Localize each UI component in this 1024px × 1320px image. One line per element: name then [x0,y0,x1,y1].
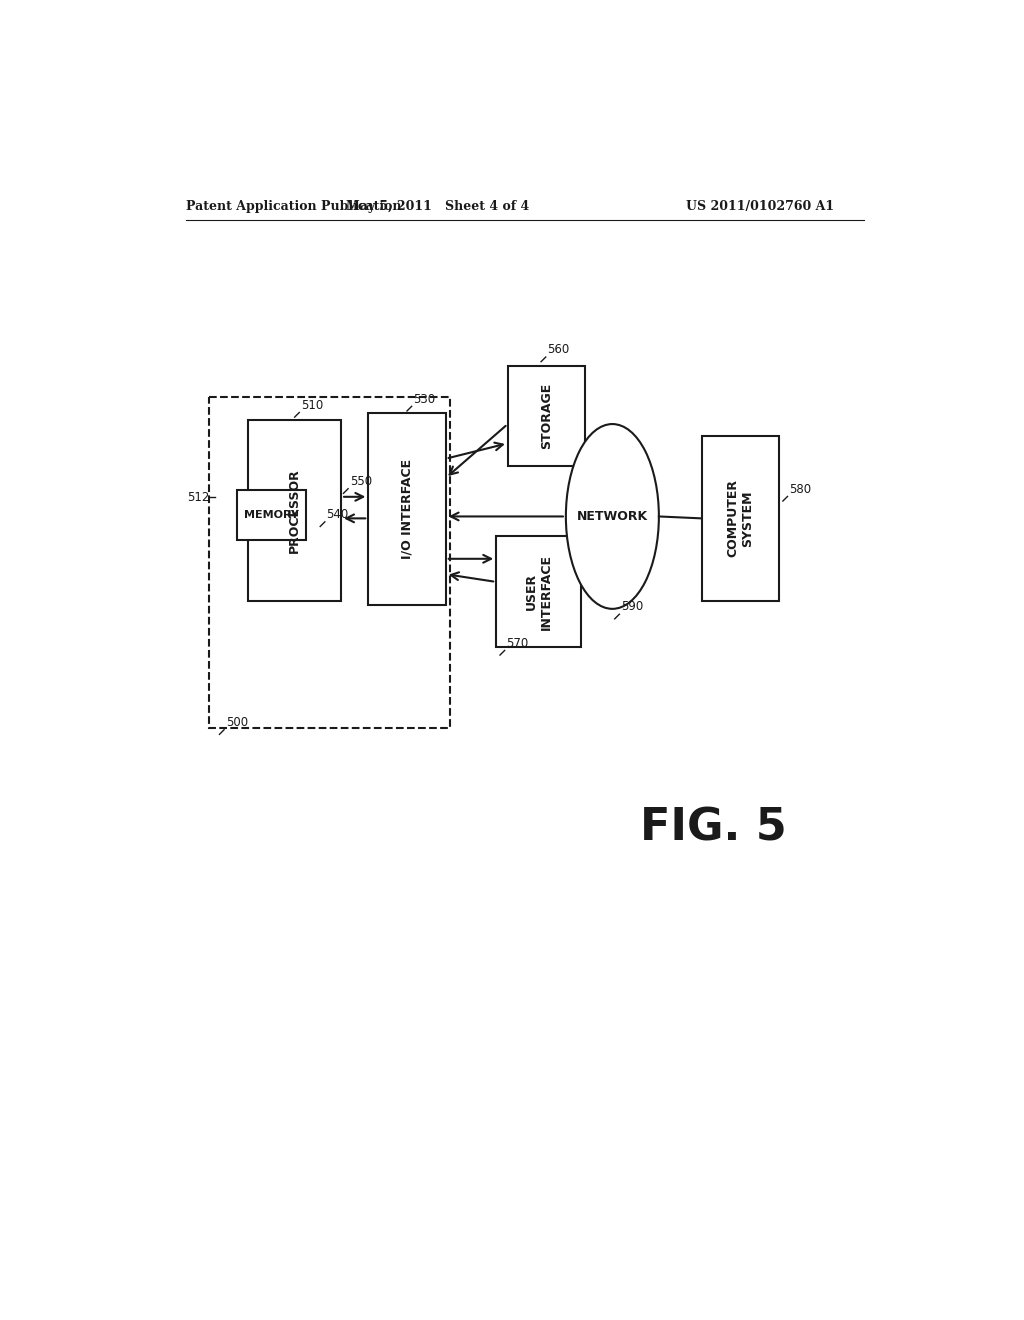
Bar [496,536,582,647]
Text: 512: 512 [187,491,209,504]
Text: USER
INTERFACE: USER INTERFACE [524,553,553,630]
Bar [209,397,450,729]
Text: COMPUTER
SYSTEM: COMPUTER SYSTEM [726,479,755,557]
Text: 550: 550 [349,475,372,488]
Text: 510: 510 [301,399,324,412]
Ellipse shape [566,424,658,609]
Bar [508,367,586,466]
Text: 560: 560 [547,343,569,356]
Text: 580: 580 [790,483,811,496]
Text: 540: 540 [327,508,348,521]
Text: I/O INTERFACE: I/O INTERFACE [400,458,414,558]
Bar [369,412,445,605]
Bar [248,420,341,601]
Text: PROCESSOR: PROCESSOR [288,469,301,553]
Bar [701,436,779,601]
Bar [237,490,306,540]
Text: 500: 500 [225,715,248,729]
Text: May 5, 2011   Sheet 4 of 4: May 5, 2011 Sheet 4 of 4 [346,199,529,213]
Text: 570: 570 [506,636,528,649]
Text: 530: 530 [414,392,435,405]
Text: Patent Application Publication: Patent Application Publication [186,199,401,213]
Text: STORAGE: STORAGE [540,383,553,450]
Text: 590: 590 [621,601,643,614]
Text: US 2011/0102760 A1: US 2011/0102760 A1 [686,199,835,213]
Text: MEMORY: MEMORY [244,510,299,520]
Text: FIG. 5: FIG. 5 [640,807,786,850]
Text: NETWORK: NETWORK [577,510,648,523]
